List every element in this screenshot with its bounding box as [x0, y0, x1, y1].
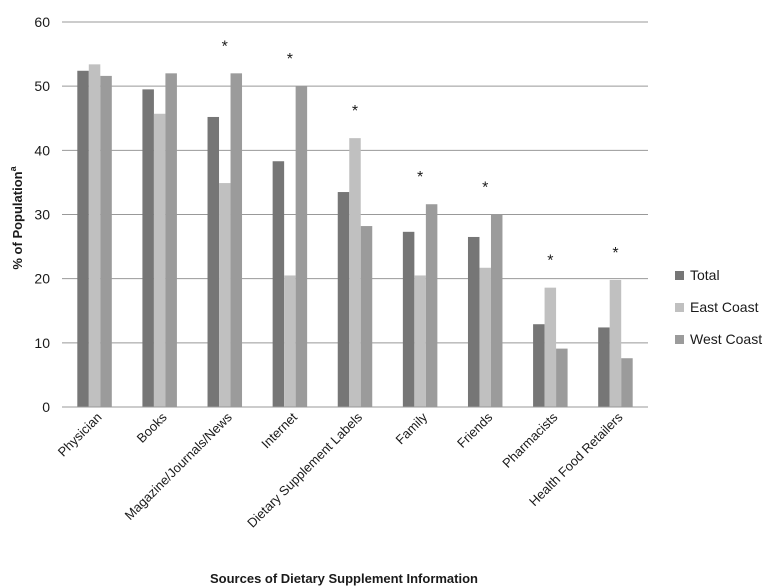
bar-east-coast — [219, 183, 231, 407]
significance-marker: * — [222, 38, 228, 55]
bar-west-coast — [295, 86, 308, 408]
legend: Total East Coast West Coast — [675, 267, 762, 347]
bar-west-coast — [425, 204, 438, 407]
bars — [77, 64, 633, 408]
bar-total — [207, 116, 220, 407]
legend-label: Total — [690, 267, 720, 283]
bar-west-coast — [556, 348, 568, 407]
x-axis-title: Sources of Dietary Supplement Informatio… — [210, 571, 478, 586]
category-label: Dietary Supplement Labels — [244, 409, 365, 530]
legend-swatch — [675, 271, 684, 280]
category-label: Internet — [258, 409, 300, 451]
bar-west-coast — [100, 75, 112, 408]
bar-west-coast — [490, 214, 503, 407]
bar-east-coast — [88, 64, 101, 407]
bar-west-coast — [621, 358, 633, 407]
bar-east-coast — [414, 275, 426, 407]
legend-swatch — [675, 303, 684, 312]
bar-east-coast — [153, 113, 166, 407]
bar-east-coast — [609, 279, 622, 407]
category-label: Books — [134, 409, 171, 446]
bar-west-coast — [165, 73, 177, 407]
y-tick-label: 20 — [34, 271, 50, 287]
bar-east-coast — [349, 138, 361, 407]
y-tick-label: 60 — [34, 14, 50, 30]
bar-total — [598, 327, 610, 407]
legend-label: East Coast — [690, 299, 759, 315]
y-tick-label: 50 — [34, 78, 50, 94]
significance-marker: * — [417, 169, 423, 186]
y-tick-label: 40 — [34, 142, 50, 158]
bar-east-coast — [479, 267, 491, 407]
category-label: Magazine/Journals/News — [122, 409, 236, 523]
significance-marker: * — [547, 253, 553, 270]
y-tick-label: 0 — [42, 399, 50, 415]
bar-east-coast — [544, 287, 557, 407]
bar-total — [533, 324, 545, 407]
significance-marker: * — [287, 51, 293, 68]
category-label: Pharmacists — [499, 409, 561, 471]
category-label: Friends — [454, 409, 496, 451]
bar-west-coast — [360, 226, 373, 407]
y-tick-label: 10 — [34, 335, 50, 351]
y-tick-label: 30 — [34, 207, 50, 223]
bar-total — [77, 70, 89, 408]
significance-marker: * — [612, 245, 618, 262]
bar-total — [142, 89, 154, 407]
legend-label: West Coast — [690, 331, 762, 347]
y-axis-ticks: 0 10 20 30 40 50 60 — [34, 14, 50, 415]
category-label: Family — [393, 409, 431, 447]
bar-total — [337, 192, 350, 407]
bar-west-coast — [230, 73, 243, 407]
category-label: Physician — [55, 410, 105, 460]
bar-total — [467, 236, 480, 407]
significance-markers: * * * * * * * — [222, 38, 619, 269]
legend-swatch — [675, 335, 684, 344]
bar-total — [272, 161, 285, 407]
bar-total — [402, 231, 415, 407]
bar-east-coast — [284, 275, 296, 407]
significance-marker: * — [352, 103, 358, 120]
significance-marker: * — [482, 180, 488, 197]
y-axis-title: % of Populationa — [8, 165, 25, 269]
